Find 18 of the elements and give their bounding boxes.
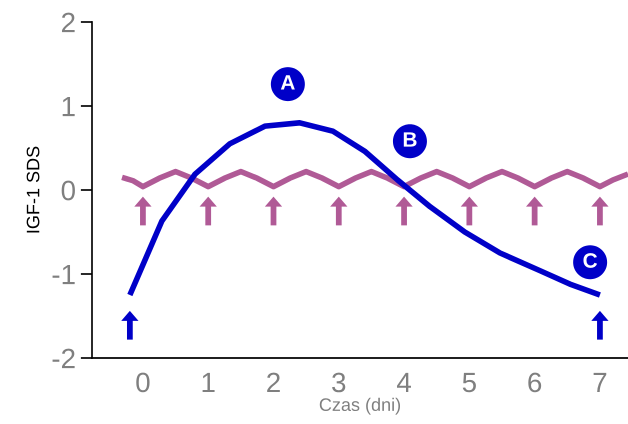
x-axis-title: Czas (dni): [320, 398, 400, 415]
x-tick-label: 6: [528, 372, 542, 392]
x-tick-label: 3: [332, 372, 346, 392]
x-tick-label: 7: [594, 372, 606, 392]
y-tick-label: 2: [62, 12, 75, 32]
y-tick-label: 1: [62, 96, 75, 116]
y-tick-label: -2: [52, 348, 75, 368]
x-tick-label: 2: [267, 372, 280, 392]
x-tick-label: 5: [462, 372, 476, 392]
x-tick-label: 1: [202, 372, 215, 392]
annotation: C: [583, 253, 598, 268]
x-tick-label: 4: [396, 372, 411, 392]
annotation: B: [404, 132, 417, 147]
y-axis-title: IGF-1 SDS: [26, 146, 40, 232]
annotation: A: [280, 75, 295, 90]
x-tick-label: 0: [136, 372, 150, 392]
y-tick-label: -1: [52, 264, 75, 284]
y-tick-label: 0: [62, 180, 75, 200]
